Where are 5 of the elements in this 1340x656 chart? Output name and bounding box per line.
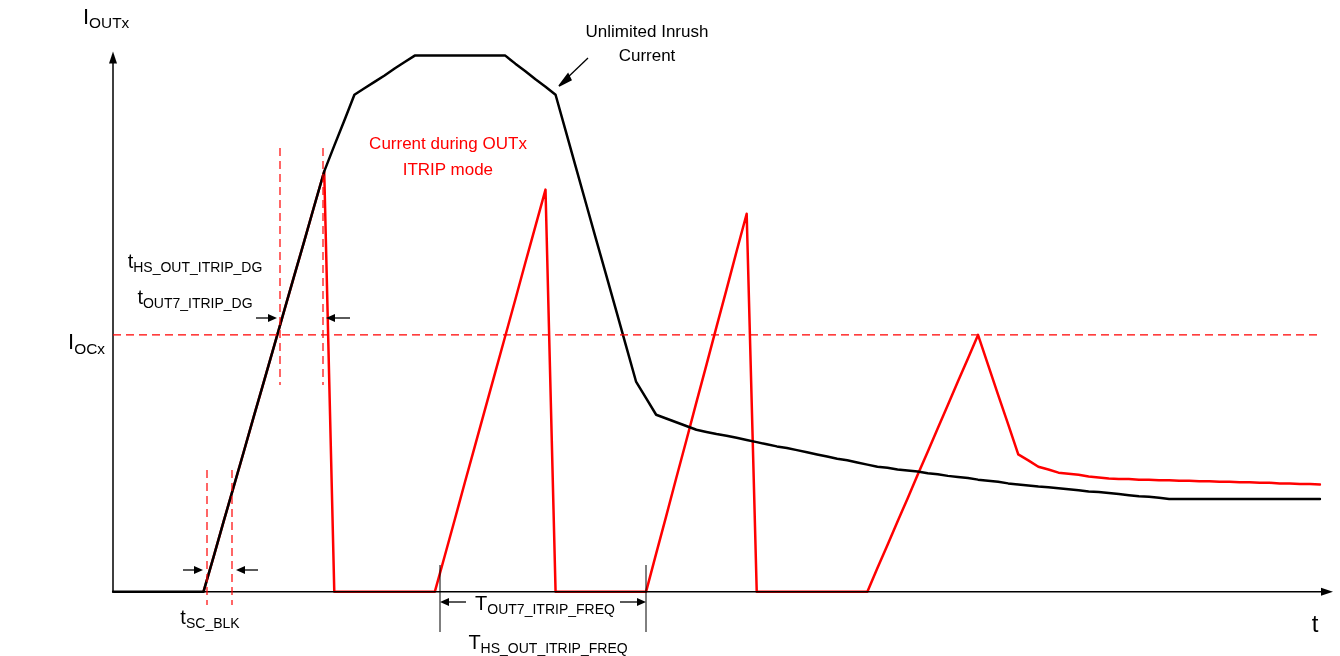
annotation: Current during OUTx bbox=[369, 133, 528, 153]
annotation: ITRIP mode bbox=[402, 159, 494, 179]
annotation: Current bbox=[618, 45, 676, 65]
x-axis-title: t bbox=[1311, 610, 1319, 638]
text: Unlimited Inrush bbox=[585, 21, 709, 41]
